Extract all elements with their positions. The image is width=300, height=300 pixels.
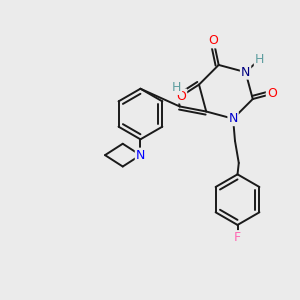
Text: N: N xyxy=(136,148,145,162)
Text: O: O xyxy=(209,34,219,47)
Text: O: O xyxy=(267,88,277,100)
Text: O: O xyxy=(176,89,186,103)
Text: H: H xyxy=(172,81,181,94)
Text: N: N xyxy=(228,112,238,125)
Text: H: H xyxy=(255,53,264,66)
Text: N: N xyxy=(241,66,250,79)
Text: F: F xyxy=(234,231,241,244)
